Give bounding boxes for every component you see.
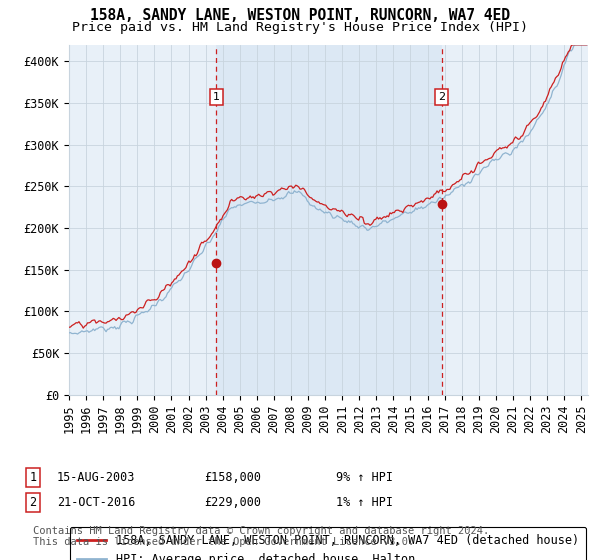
Text: 1: 1 <box>213 92 220 102</box>
Text: Price paid vs. HM Land Registry's House Price Index (HPI): Price paid vs. HM Land Registry's House … <box>72 21 528 34</box>
Text: 15-AUG-2003: 15-AUG-2003 <box>57 470 136 484</box>
Text: 2: 2 <box>29 496 37 509</box>
Text: 2: 2 <box>438 92 445 102</box>
Text: 21-OCT-2016: 21-OCT-2016 <box>57 496 136 509</box>
Text: 1% ↑ HPI: 1% ↑ HPI <box>336 496 393 509</box>
Legend: 158A, SANDY LANE, WESTON POINT, RUNCORN, WA7 4ED (detached house), HPI: Average : 158A, SANDY LANE, WESTON POINT, RUNCORN,… <box>70 527 586 560</box>
Text: 158A, SANDY LANE, WESTON POINT, RUNCORN, WA7 4ED: 158A, SANDY LANE, WESTON POINT, RUNCORN,… <box>90 8 510 24</box>
Bar <box>216 45 442 395</box>
Text: 9% ↑ HPI: 9% ↑ HPI <box>336 470 393 484</box>
Text: £158,000: £158,000 <box>204 470 261 484</box>
Text: £229,000: £229,000 <box>204 496 261 509</box>
Text: 1: 1 <box>29 470 37 484</box>
Text: Contains HM Land Registry data © Crown copyright and database right 2024.: Contains HM Land Registry data © Crown c… <box>33 526 489 536</box>
Text: This data is licensed under the Open Government Licence v3.0.: This data is licensed under the Open Gov… <box>33 536 414 547</box>
